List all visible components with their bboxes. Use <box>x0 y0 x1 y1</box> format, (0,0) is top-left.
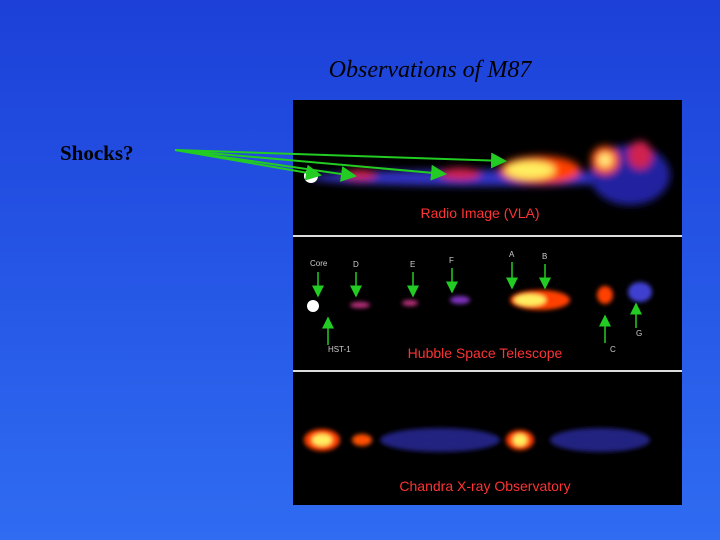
feature-label: A <box>509 250 515 259</box>
panel-caption: Radio Image (VLA) <box>420 205 539 221</box>
feature-label: HST-1 <box>328 345 351 354</box>
annotation: Shocks? <box>60 141 134 165</box>
feature-label: C <box>610 345 616 354</box>
slide-title: Observations of M87 <box>329 57 533 83</box>
feature-label: F <box>449 256 454 265</box>
panel-caption: Hubble Space Telescope <box>408 345 563 361</box>
panel-caption: Chandra X-ray Observatory <box>399 478 570 494</box>
shock-arrows <box>174 149 507 182</box>
image-panel: Radio Image (VLA) Core D E F A B H <box>293 100 682 505</box>
feature-label: B <box>542 252 547 261</box>
feature-label: D <box>353 260 359 269</box>
feature-label: E <box>410 260 415 269</box>
feature-label: G <box>636 329 642 338</box>
feature-label: Core <box>310 259 328 268</box>
